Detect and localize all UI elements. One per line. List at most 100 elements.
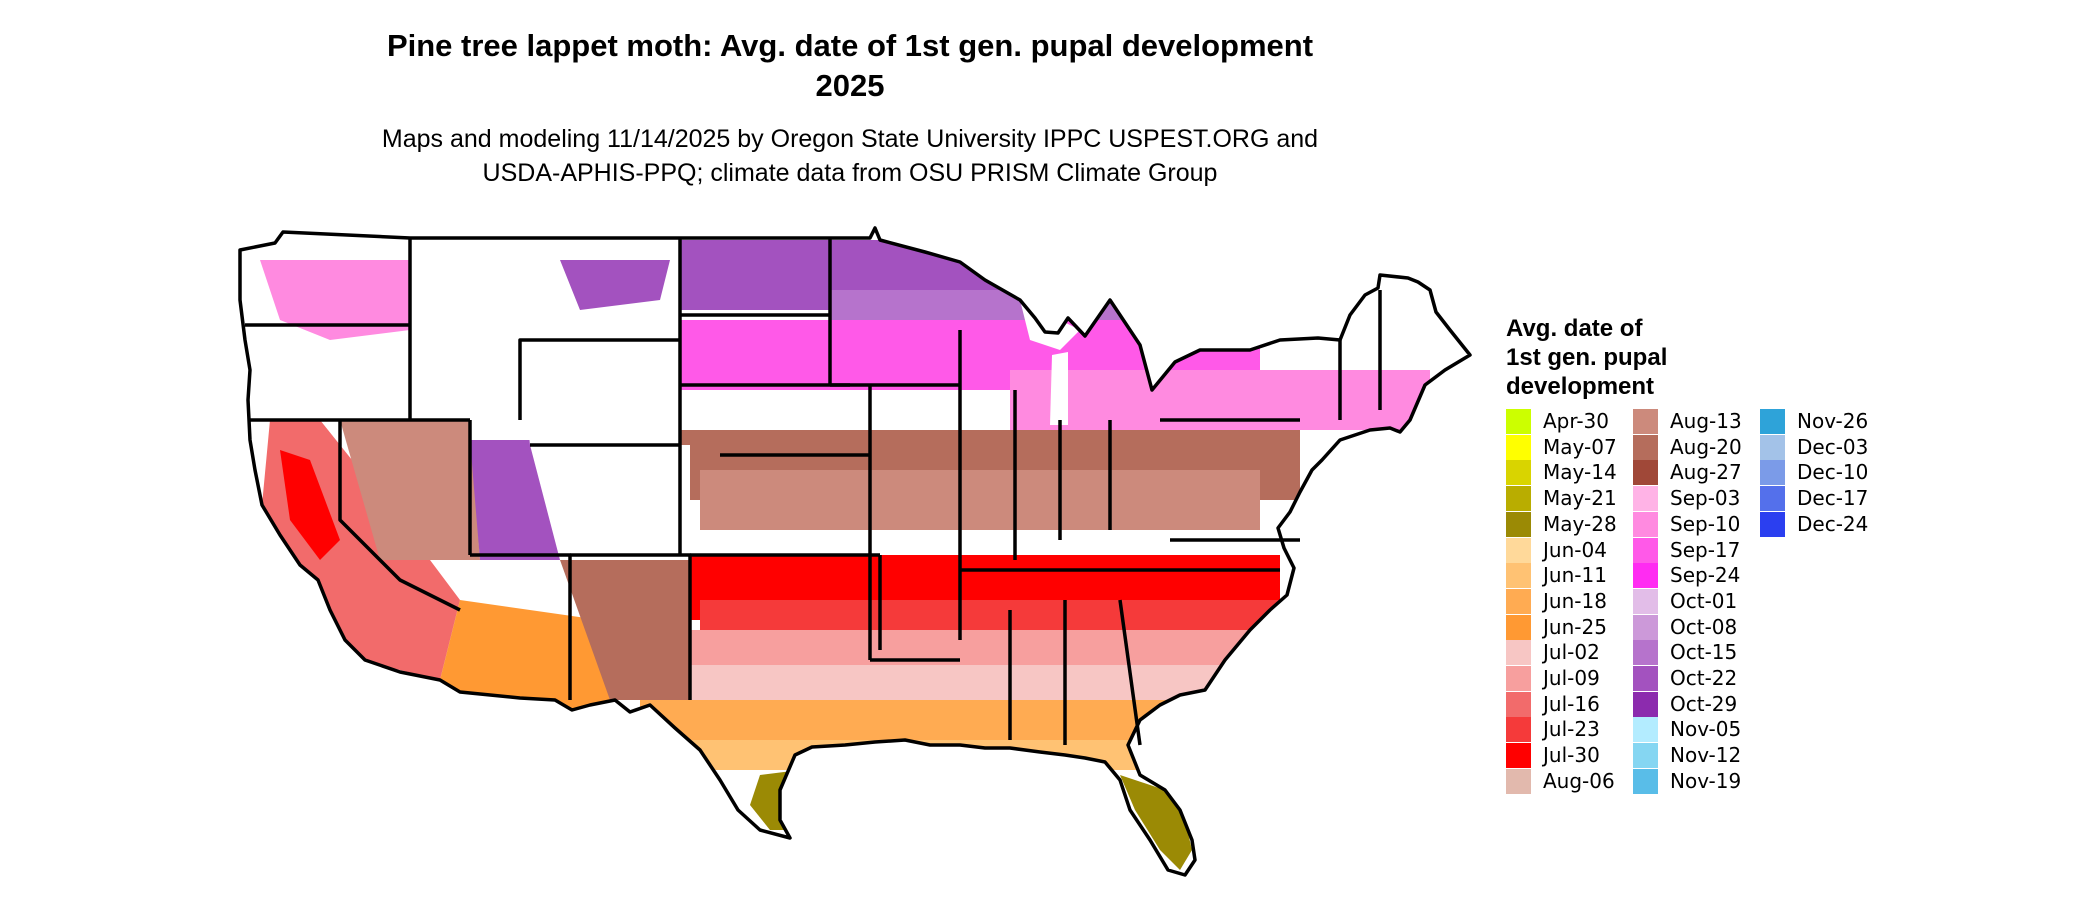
fill-wyoming <box>520 340 670 445</box>
fill-central-valley <box>280 450 340 560</box>
fill-colorado <box>530 445 690 560</box>
legend-title-line-2: 1st gen. pupal <box>1506 344 1668 371</box>
legend-swatch <box>1633 434 1658 460</box>
legend-label: Dec-03 <box>1797 434 1869 459</box>
legend-swatch <box>1633 640 1658 666</box>
legend-title-line-1: Avg. date of <box>1506 315 1643 342</box>
legend-item: Sep-24 <box>1633 563 1773 589</box>
legend-item: Oct-01 <box>1633 588 1773 614</box>
legend-swatch <box>1506 537 1531 563</box>
legend-item: May-28 <box>1506 511 1646 537</box>
legend-label: Oct-22 <box>1670 666 1738 690</box>
legend-item: Jun-18 <box>1506 588 1646 614</box>
legend-swatch <box>1633 691 1658 717</box>
legend-label: Jun-04 <box>1543 537 1607 562</box>
legend-label: Nov-05 <box>1670 717 1742 742</box>
map-title: Pine tree lappet moth: Avg. date of 1st … <box>250 26 1450 106</box>
border-wy <box>518 338 680 420</box>
map-title-line-1: Pine tree lappet moth: Avg. date of 1st … <box>386 28 1314 63</box>
legend-label: Nov-19 <box>1670 768 1742 793</box>
legend-item: Oct-15 <box>1633 640 1773 666</box>
legend-item: Aug-13 <box>1633 409 1773 434</box>
legend-label: Dec-10 <box>1797 460 1869 485</box>
legend-item: Apr-30 <box>1506 409 1646 434</box>
legend-swatch <box>1506 486 1531 512</box>
legend-label: Jul-30 <box>1543 743 1600 768</box>
legend-swatch <box>1633 563 1658 589</box>
legend-swatch <box>1760 460 1785 486</box>
fill-new-mexico <box>560 560 690 700</box>
legend-swatch <box>1633 511 1658 537</box>
legend-label: Oct-15 <box>1670 640 1738 665</box>
legend-swatch <box>1506 691 1531 717</box>
legend-label: May-14 <box>1543 460 1617 485</box>
legend-label: Sep-17 <box>1670 537 1741 562</box>
legend-swatch <box>1506 409 1531 434</box>
legend-label: Jun-25 <box>1543 614 1607 639</box>
legend-item: Oct-08 <box>1633 614 1773 640</box>
legend-swatch <box>1506 511 1531 537</box>
legend-swatch <box>1506 563 1531 589</box>
legend-swatch <box>1760 434 1785 460</box>
legend-item: Nov-12 <box>1633 743 1773 769</box>
legend-label: Sep-10 <box>1670 511 1741 536</box>
legend-swatch <box>1506 434 1531 460</box>
legend-item: May-21 <box>1506 486 1646 512</box>
legend-label: Jun-11 <box>1543 563 1607 588</box>
legend-label: May-07 <box>1543 434 1617 459</box>
legend-label: Aug-06 <box>1543 768 1615 793</box>
legend-item: Jul-02 <box>1506 640 1646 666</box>
legend-label: Aug-20 <box>1670 434 1742 459</box>
legend-swatch <box>1506 588 1531 614</box>
legend-swatch <box>1506 640 1531 666</box>
legend-label: Jul-02 <box>1543 640 1600 665</box>
legend-label: Dec-17 <box>1797 486 1869 511</box>
fill-nevada <box>340 420 480 560</box>
legend-item: Aug-06 <box>1506 768 1646 794</box>
legend-label: Apr-30 <box>1543 409 1609 433</box>
legend-item: May-07 <box>1506 434 1646 460</box>
legend-swatch <box>1633 717 1658 743</box>
legend-swatch <box>1633 486 1658 512</box>
legend-swatch <box>1506 768 1531 794</box>
border-ga-sc <box>1118 599 1142 746</box>
legend-label: Sep-03 <box>1670 486 1741 511</box>
legend-swatch <box>1633 588 1658 614</box>
legend-label: Nov-12 <box>1670 743 1742 768</box>
legend-swatch <box>1633 460 1658 486</box>
legend-item: Dec-17 <box>1760 486 1900 512</box>
legend-swatch <box>1633 743 1658 769</box>
legend-item: Nov-19 <box>1633 768 1773 794</box>
legend-swatch <box>1506 666 1531 691</box>
legend-item: Dec-24 <box>1760 511 1900 537</box>
legend-item: Jul-23 <box>1506 717 1646 743</box>
legend-label: Sep-24 <box>1670 563 1741 588</box>
legend-swatch <box>1633 768 1658 794</box>
legend-item: Dec-10 <box>1760 460 1900 486</box>
legend-swatch <box>1760 511 1785 537</box>
legend-swatch <box>1506 460 1531 486</box>
legend-label: Dec-24 <box>1797 511 1869 536</box>
map-subtitle-line-2: USDA-APHIS-PPQ; climate data from OSU PR… <box>482 159 1218 187</box>
us-map <box>238 226 1472 877</box>
legend-label: Jul-09 <box>1543 666 1600 690</box>
legend-item: Jul-30 <box>1506 743 1646 769</box>
fill-montana-patch <box>560 260 670 310</box>
legend-item: Aug-27 <box>1633 460 1773 486</box>
legend-swatch <box>1506 743 1531 769</box>
fill-lake-michigan <box>1050 352 1068 425</box>
legend-label: Jul-23 <box>1543 717 1600 742</box>
legend-item: Oct-29 <box>1633 691 1773 717</box>
legend-label: Nov-26 <box>1797 409 1869 433</box>
legend-label: Oct-08 <box>1670 614 1738 639</box>
legend-item: Sep-17 <box>1633 537 1773 563</box>
legend-title-line-3: development <box>1506 373 1655 400</box>
legend-swatch <box>1633 409 1658 434</box>
legend-item: May-14 <box>1506 460 1646 486</box>
legend-item: Dec-03 <box>1760 434 1900 460</box>
legend-swatch <box>1506 614 1531 640</box>
legend-item: Jun-04 <box>1506 537 1646 563</box>
model-fill-layer <box>240 228 1470 875</box>
legend-swatch <box>1760 409 1785 434</box>
legend-item: Jul-16 <box>1506 691 1646 717</box>
